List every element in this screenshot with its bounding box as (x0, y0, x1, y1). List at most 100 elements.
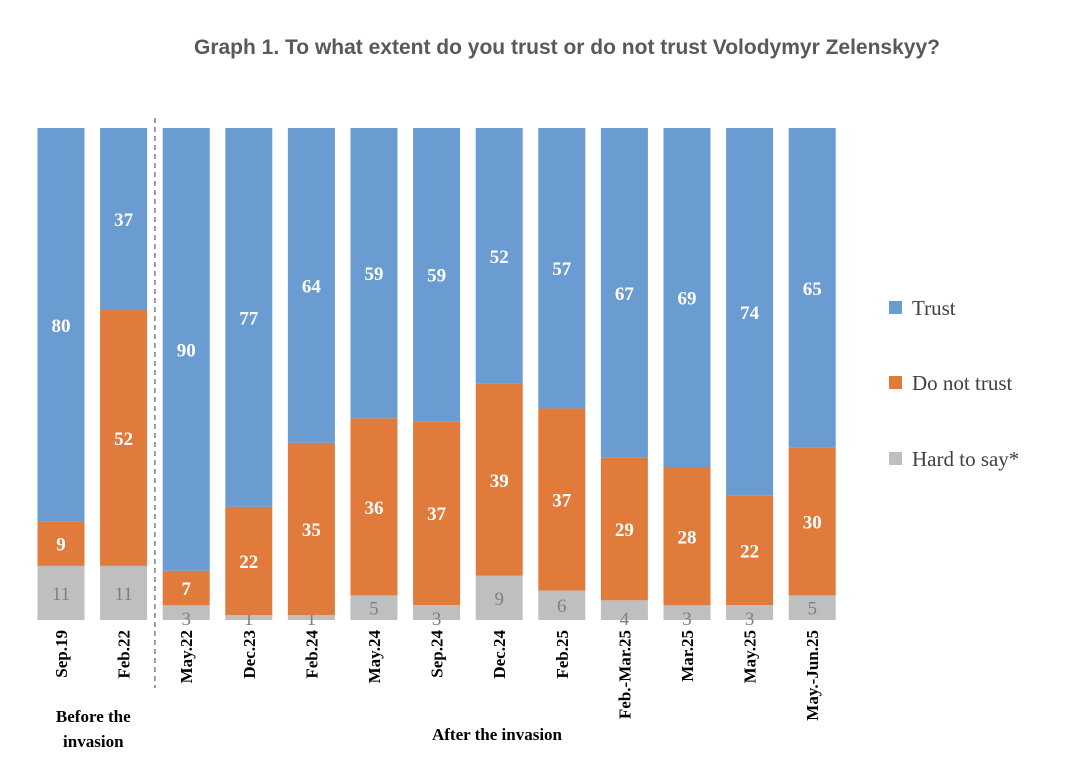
bar-do-not-trust-sep-24 (413, 421, 461, 606)
bar-do-not-trust-may-jun-25 (788, 447, 836, 596)
bar-trust-may-jun-25 (788, 128, 836, 448)
bar-do-not-trust-dec-24 (475, 383, 523, 576)
x-tick-may-22: May.22 (177, 630, 196, 683)
bar-do-not-trust-feb-24 (287, 442, 335, 616)
bar-hard-to-say-may-25 (726, 605, 774, 620)
x-tick-sep-19: Sep.19 (52, 630, 71, 678)
legend-label-hard-to-say: Hard to say* (912, 447, 1019, 471)
data-label-do-not-trust-dec-24: 39 (490, 471, 509, 492)
bar-hard-to-say-feb-24 (287, 615, 335, 620)
group-label-after-the-invasion-line-1: After the invasion (432, 725, 563, 744)
data-label-do-not-trust-may-24: 36 (365, 498, 384, 519)
bar-do-not-trust-may-25 (726, 495, 774, 606)
bar-hard-to-say-sep-19 (37, 565, 85, 620)
bar-do-not-trust-feb-mar-25 (600, 457, 648, 601)
legend-swatch-do-not-trust (889, 376, 902, 389)
data-label-hard-to-say-may-24: 5 (369, 599, 379, 620)
bars: 1198011523737901227713564536593375993952… (37, 128, 836, 630)
bar-hard-to-say-dec-24 (475, 575, 523, 620)
bar-hard-to-say-feb-25 (538, 590, 586, 620)
data-label-trust-sep-19: 80 (52, 316, 71, 337)
data-label-trust-dec-24: 52 (490, 247, 509, 268)
bar-do-not-trust-sep-19 (37, 521, 85, 566)
data-label-trust-feb-mar-25: 67 (615, 284, 635, 305)
x-tick-may-jun-25: May.-Jun.25 (803, 630, 822, 721)
bar-do-not-trust-dec-23 (225, 506, 273, 616)
data-label-hard-to-say-mar-25: 3 (682, 609, 692, 630)
data-label-hard-to-say-may-22: 3 (181, 609, 191, 630)
x-tick-mar-25: Mar.25 (678, 630, 697, 682)
data-label-hard-to-say-dec-24: 9 (494, 589, 504, 610)
data-label-hard-to-say-sep-19: 11 (52, 584, 70, 605)
legend-label-trust: Trust (912, 296, 956, 320)
bar-hard-to-say-may-24 (350, 595, 398, 620)
bar-trust-feb-22 (100, 128, 148, 311)
data-label-hard-to-say-feb-22: 11 (114, 584, 132, 605)
bar-trust-mar-25 (663, 128, 711, 468)
bar-do-not-trust-feb-25 (538, 408, 586, 591)
data-label-hard-to-say-feb-mar-25: 4 (620, 609, 630, 630)
x-tick-sep-24: Sep.24 (428, 630, 447, 678)
legend-swatch-trust (889, 301, 902, 314)
group-label-before-the-invasion-line-2: invasion (63, 732, 124, 751)
x-tick-feb-25: Feb.25 (553, 630, 572, 679)
data-label-do-not-trust-sep-19: 9 (56, 535, 66, 556)
legend-label-do-not-trust: Do not trust (912, 371, 1013, 395)
data-label-trust-feb-24: 64 (302, 276, 322, 297)
data-label-trust-may-24: 59 (365, 264, 384, 285)
data-label-hard-to-say-sep-24: 3 (432, 609, 442, 630)
data-label-hard-to-say-may-jun-25: 5 (807, 599, 817, 620)
group-labels: Before the invasion After the invasion (56, 707, 563, 751)
data-label-trust-dec-23: 77 (239, 308, 259, 329)
data-label-hard-to-say-feb-25: 6 (557, 596, 567, 617)
data-label-do-not-trust-feb-22: 52 (114, 429, 133, 450)
bar-trust-sep-19 (37, 128, 85, 522)
data-label-do-not-trust-sep-24: 37 (427, 504, 447, 525)
bar-do-not-trust-mar-25 (663, 467, 711, 606)
bar-trust-feb-24 (287, 128, 335, 443)
bar-trust-dec-23 (225, 128, 273, 507)
bar-hard-to-say-may-22 (162, 605, 210, 620)
data-label-do-not-trust-may-jun-25: 30 (803, 513, 822, 534)
x-tick-labels: Sep.19 Feb.22 May.22 Dec.23 Feb.24 May.24 Sep.… (52, 630, 822, 721)
x-tick-may-24: May.24 (365, 630, 384, 684)
data-label-do-not-trust-may-22: 7 (181, 579, 191, 600)
x-tick-dec-23: Dec.23 (240, 630, 259, 679)
data-label-do-not-trust-feb-25: 37 (552, 490, 572, 511)
bar-hard-to-say-sep-24 (413, 605, 461, 620)
data-label-trust-may-22: 90 (177, 340, 196, 361)
data-label-do-not-trust-feb-mar-25: 29 (615, 520, 634, 541)
group-label-before-the-invasion-line-1: Before the (56, 707, 131, 726)
bar-trust-may-25 (726, 128, 774, 496)
data-label-trust-feb-22: 37 (114, 210, 134, 231)
data-label-hard-to-say-may-25: 3 (745, 609, 755, 630)
data-label-hard-to-say-dec-23: 1 (244, 609, 254, 630)
data-label-trust-sep-24: 59 (427, 266, 446, 287)
bar-do-not-trust-may-22 (162, 570, 210, 606)
data-label-do-not-trust-may-25: 22 (740, 541, 759, 562)
bar-hard-to-say-feb-mar-25 (600, 600, 648, 620)
bar-trust-feb-25 (538, 128, 586, 409)
bar-hard-to-say-dec-23 (225, 615, 273, 620)
data-label-trust-feb-25: 57 (552, 259, 572, 280)
chart-title: Graph 1. To what extent do you trust or … (194, 36, 940, 59)
bar-trust-dec-24 (475, 128, 523, 384)
data-label-trust-mar-25: 69 (678, 289, 697, 310)
data-label-hard-to-say-feb-24: 1 (307, 609, 317, 630)
bar-hard-to-say-mar-25 (663, 605, 711, 620)
bar-do-not-trust-may-24 (350, 418, 398, 596)
data-label-do-not-trust-dec-23: 22 (239, 552, 258, 573)
data-label-do-not-trust-feb-24: 35 (302, 520, 321, 541)
legend: Trust Do not trust Hard to say* (889, 296, 1019, 471)
bar-trust-feb-mar-25 (600, 128, 648, 458)
x-tick-may-25: May.25 (741, 630, 760, 683)
x-tick-dec-24: Dec.24 (490, 630, 509, 679)
bar-do-not-trust-feb-22 (100, 310, 148, 566)
x-tick-feb-24: Feb.24 (302, 630, 321, 679)
bar-trust-sep-24 (413, 128, 461, 422)
bar-trust-may-24 (350, 128, 398, 419)
data-label-trust-may-jun-25: 65 (803, 279, 822, 300)
bar-trust-may-22 (162, 128, 210, 571)
data-label-do-not-trust-mar-25: 28 (678, 527, 697, 548)
